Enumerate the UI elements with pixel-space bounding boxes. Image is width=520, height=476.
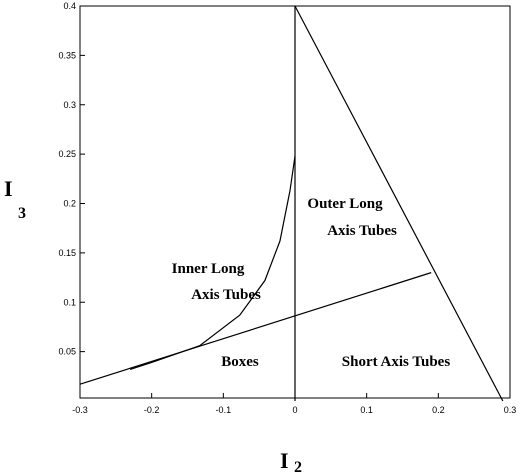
- y-tick-label: 0.25: [58, 149, 76, 159]
- x-tick-label: 0: [292, 405, 297, 415]
- y-tick-label: 0.1: [63, 297, 76, 307]
- x-axis-label-subscript: 2: [294, 459, 302, 476]
- line-series: [294, 5, 504, 402]
- region-label: Inner Long: [172, 261, 245, 277]
- y-tick-label: 0.15: [58, 248, 76, 258]
- line-series: [129, 156, 296, 370]
- y-tick-label: 0.4: [63, 1, 76, 11]
- region-label: Axis Tubes: [327, 223, 397, 239]
- x-tick-label: 0.2: [432, 405, 445, 415]
- y-tick-label: 0.35: [58, 50, 76, 60]
- y-tick-label: 0.3: [63, 100, 76, 110]
- line-series: [79, 272, 432, 385]
- y-axis-label: I: [4, 176, 13, 201]
- x-axis-label: I: [280, 448, 289, 473]
- x-tick-label: -0.1: [216, 405, 232, 415]
- y-axis-label-subscript: 3: [18, 205, 26, 222]
- region-label: Outer Long: [307, 196, 383, 212]
- x-tick-label: -0.3: [72, 405, 88, 415]
- region-label: Short Axis Tubes: [342, 354, 451, 370]
- region-label: Boxes: [221, 354, 259, 370]
- y-tick-label: 0.2: [63, 199, 76, 209]
- x-tick-label: 0.1: [360, 405, 373, 415]
- x-tick-label: 0.3: [504, 405, 517, 415]
- region-label: Axis Tubes: [191, 287, 261, 303]
- y-tick-label: 0.05: [58, 347, 76, 357]
- x-tick-label: -0.2: [144, 405, 160, 415]
